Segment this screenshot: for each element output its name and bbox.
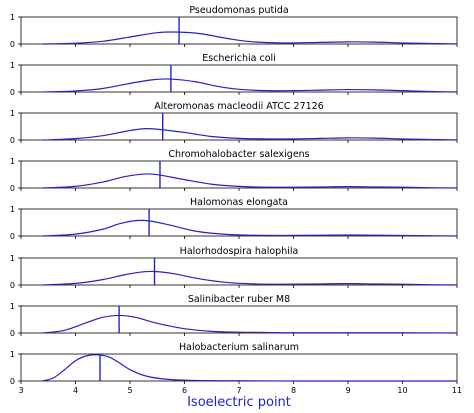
density-curve bbox=[42, 219, 458, 237]
y-tick-label: 0 bbox=[10, 232, 15, 241]
y-tick-label: 0 bbox=[10, 377, 15, 386]
density-curve bbox=[42, 128, 458, 141]
y-tick-label: 1 bbox=[10, 157, 15, 166]
plot-frame bbox=[20, 160, 458, 189]
x-tick-label: 11 bbox=[452, 386, 462, 395]
panel: Salinibacter ruber M8 0 1 bbox=[10, 294, 458, 338]
y-tick-label: 0 bbox=[10, 329, 15, 338]
density-curve bbox=[42, 78, 458, 93]
x-tick-label: 4 bbox=[73, 386, 78, 395]
y-tick-label: 0 bbox=[10, 40, 15, 49]
y-tick-label: 1 bbox=[10, 350, 15, 359]
y-tick-label: 1 bbox=[10, 109, 15, 118]
y-tick-label: 0 bbox=[10, 88, 15, 97]
x-tick-label: 5 bbox=[127, 386, 132, 395]
density-curve bbox=[42, 354, 457, 382]
panel: Halomonas elongata 0 1 bbox=[10, 197, 458, 241]
panel-title: Halomonas elongata bbox=[190, 197, 288, 208]
plot-frame bbox=[20, 64, 458, 93]
density-curve bbox=[42, 31, 458, 45]
y-tick-label: 1 bbox=[10, 302, 15, 311]
x-tick-label: 3 bbox=[18, 386, 23, 395]
panel: Escherichia coli 0 1 bbox=[10, 53, 458, 97]
x-tick-label: 7 bbox=[236, 386, 241, 395]
x-tick-label: 9 bbox=[345, 386, 350, 395]
y-tick-label: 0 bbox=[10, 136, 15, 145]
plot-frame bbox=[20, 112, 458, 141]
plot-frame bbox=[20, 305, 458, 334]
panel: Halorhodospira halophila 0 1 bbox=[10, 246, 458, 290]
panel-title: Halobacterium salinarum bbox=[179, 342, 299, 353]
y-tick-label: 0 bbox=[10, 281, 15, 290]
y-tick-label: 0 bbox=[10, 184, 15, 193]
panel-title: Alteromonas macleodii ATCC 27126 bbox=[154, 101, 324, 112]
x-tick-label: 8 bbox=[291, 386, 296, 395]
plot-frame bbox=[20, 353, 458, 382]
panel: Halobacterium salinarum 0 1 3 4 5 6 7 8 9 10 11 bbox=[10, 342, 462, 395]
density-curve bbox=[42, 173, 458, 189]
density-curve bbox=[42, 314, 458, 334]
x-tick-label: 10 bbox=[397, 386, 407, 395]
y-tick-label: 1 bbox=[10, 13, 15, 22]
panel-title: Pseudomonas putida bbox=[189, 5, 288, 16]
density-curve bbox=[42, 270, 458, 286]
y-tick-label: 1 bbox=[10, 61, 15, 70]
x-axis-label: Isoelectric point bbox=[187, 395, 291, 410]
plot-frame bbox=[20, 257, 458, 286]
y-tick-label: 1 bbox=[10, 254, 15, 263]
panel: Pseudomonas putida 0 1 bbox=[10, 5, 458, 49]
panel-title: Escherichia coli bbox=[202, 53, 276, 64]
panel-title: Halorhodospira halophila bbox=[180, 246, 299, 257]
panel-title: Salinibacter ruber M8 bbox=[188, 294, 290, 305]
y-tick-label: 1 bbox=[10, 205, 15, 214]
panel-title: Chromohalobacter salexigens bbox=[168, 149, 309, 160]
plot-frame bbox=[20, 208, 458, 237]
panel: Chromohalobacter salexigens 0 1 bbox=[10, 149, 458, 193]
x-tick-label: 6 bbox=[182, 386, 187, 395]
panel: Alteromonas macleodii ATCC 27126 0 1 bbox=[10, 101, 458, 145]
